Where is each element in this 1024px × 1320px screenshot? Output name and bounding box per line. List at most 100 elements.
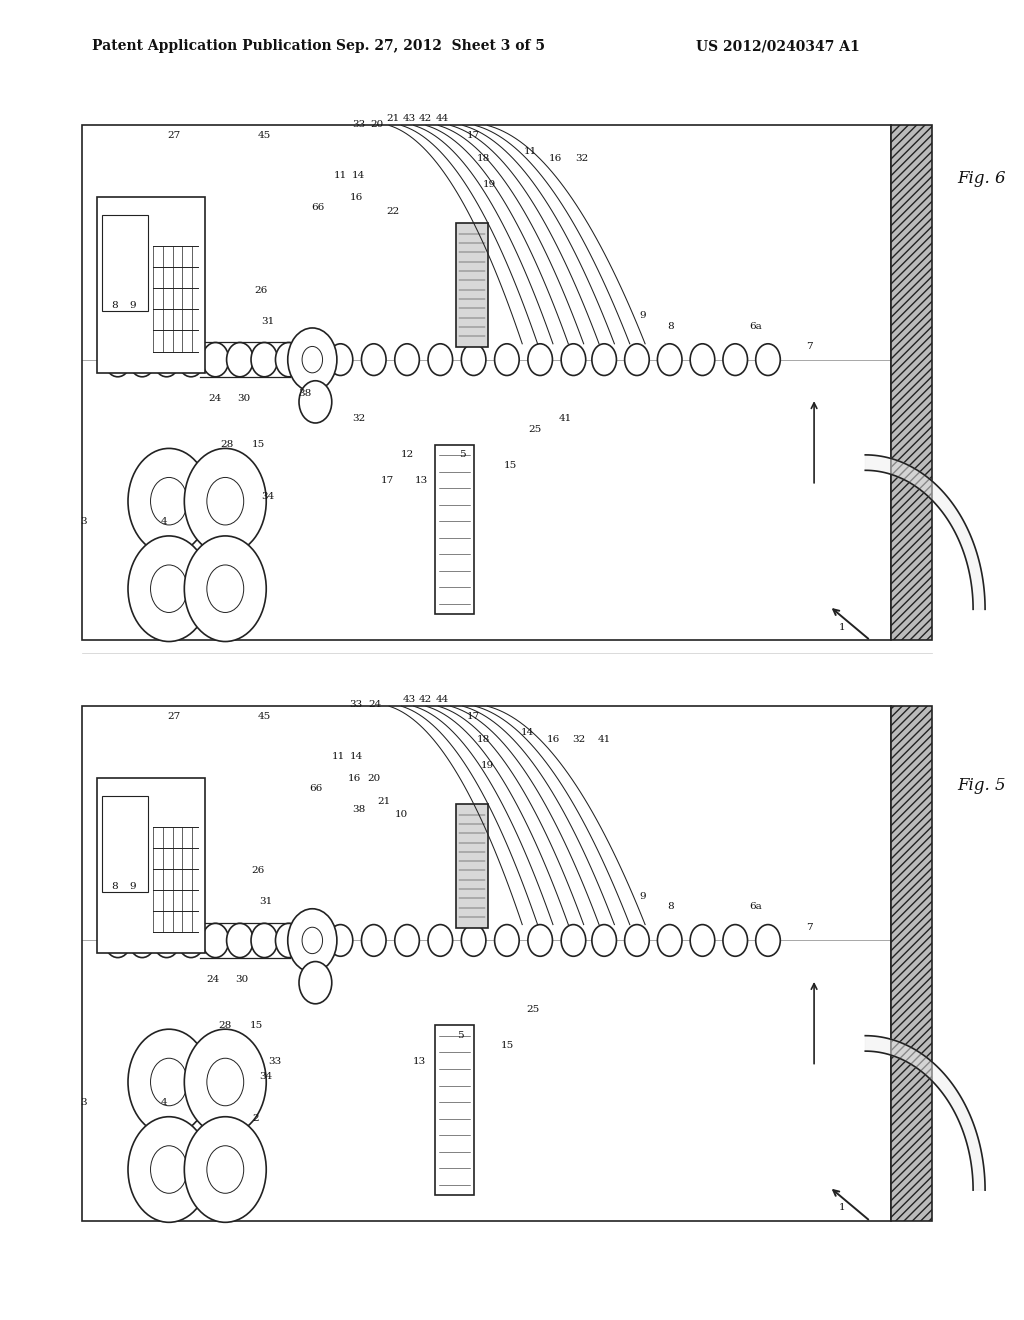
- Text: 14: 14: [352, 172, 365, 180]
- Circle shape: [178, 342, 205, 376]
- Text: 16: 16: [350, 194, 362, 202]
- Text: 38: 38: [299, 388, 311, 397]
- Circle shape: [128, 536, 210, 642]
- Circle shape: [275, 342, 302, 376]
- Circle shape: [207, 1146, 244, 1193]
- Circle shape: [151, 1146, 187, 1193]
- Circle shape: [151, 1059, 187, 1106]
- Text: 16: 16: [348, 775, 360, 783]
- Text: 9: 9: [130, 882, 136, 891]
- Circle shape: [226, 923, 253, 957]
- Bar: [97, 198, 205, 372]
- Text: 18: 18: [477, 735, 489, 743]
- Text: 21: 21: [387, 115, 399, 123]
- Circle shape: [495, 924, 519, 956]
- Bar: [456, 223, 488, 347]
- Text: 1: 1: [839, 1204, 845, 1212]
- Text: 41: 41: [559, 414, 571, 424]
- Text: 28: 28: [219, 1020, 231, 1030]
- Text: 26: 26: [255, 285, 267, 294]
- Circle shape: [657, 343, 682, 375]
- Circle shape: [625, 924, 649, 956]
- Text: 31: 31: [260, 898, 272, 907]
- Bar: [435, 1026, 474, 1196]
- Text: 42: 42: [419, 115, 431, 123]
- Circle shape: [299, 380, 332, 422]
- Circle shape: [461, 924, 486, 956]
- Circle shape: [295, 343, 319, 375]
- Circle shape: [184, 1030, 266, 1135]
- Circle shape: [128, 1030, 210, 1135]
- Text: 42: 42: [419, 696, 431, 704]
- Text: 22: 22: [387, 207, 399, 215]
- Circle shape: [275, 923, 302, 957]
- Bar: [891, 125, 932, 640]
- Circle shape: [151, 565, 187, 612]
- Circle shape: [129, 923, 156, 957]
- Text: 14: 14: [350, 752, 362, 760]
- Bar: [456, 804, 488, 928]
- Text: 15: 15: [250, 1020, 262, 1030]
- Circle shape: [394, 343, 420, 375]
- Text: 5: 5: [458, 1031, 464, 1040]
- Text: 33: 33: [352, 120, 365, 128]
- Text: 25: 25: [528, 425, 541, 434]
- Text: 6a: 6a: [750, 903, 762, 912]
- Circle shape: [495, 343, 519, 375]
- Text: 1: 1: [839, 623, 845, 631]
- Circle shape: [202, 342, 228, 376]
- Circle shape: [625, 343, 649, 375]
- Text: 34: 34: [262, 491, 274, 500]
- Text: 33: 33: [350, 701, 362, 709]
- Text: 9: 9: [640, 892, 646, 902]
- Text: US 2012/0240347 A1: US 2012/0240347 A1: [696, 40, 860, 53]
- Text: Patent Application Publication: Patent Application Publication: [92, 40, 332, 53]
- Bar: [102, 215, 147, 312]
- Text: 8: 8: [668, 903, 674, 912]
- Text: 10: 10: [395, 810, 408, 818]
- Circle shape: [154, 342, 180, 376]
- Circle shape: [592, 343, 616, 375]
- Text: 9: 9: [640, 312, 646, 321]
- Circle shape: [428, 343, 453, 375]
- Text: 30: 30: [238, 393, 250, 403]
- Text: 20: 20: [371, 120, 383, 128]
- Text: 20: 20: [368, 775, 380, 783]
- Text: 6a: 6a: [750, 322, 762, 331]
- Circle shape: [361, 343, 386, 375]
- Text: 3: 3: [81, 1098, 87, 1107]
- Circle shape: [528, 924, 553, 956]
- Text: 25: 25: [526, 1006, 539, 1015]
- Circle shape: [302, 927, 323, 953]
- Bar: [97, 779, 205, 953]
- Circle shape: [226, 342, 253, 376]
- Bar: [891, 706, 932, 1221]
- Circle shape: [461, 343, 486, 375]
- Text: 15: 15: [252, 440, 264, 449]
- Circle shape: [690, 343, 715, 375]
- Circle shape: [299, 961, 332, 1003]
- Text: 24: 24: [207, 974, 219, 983]
- Circle shape: [207, 1059, 244, 1106]
- Circle shape: [288, 908, 337, 972]
- Circle shape: [528, 343, 553, 375]
- Text: 34: 34: [260, 1072, 272, 1081]
- Polygon shape: [865, 1036, 985, 1191]
- Text: 44: 44: [436, 696, 449, 704]
- Circle shape: [154, 923, 180, 957]
- Circle shape: [288, 327, 337, 391]
- Text: 19: 19: [481, 762, 494, 770]
- Circle shape: [428, 924, 453, 956]
- Circle shape: [723, 343, 748, 375]
- Text: 38: 38: [352, 805, 365, 813]
- Bar: [435, 445, 474, 615]
- Text: 15: 15: [502, 1041, 514, 1051]
- Circle shape: [657, 924, 682, 956]
- Circle shape: [178, 923, 205, 957]
- Bar: [82, 706, 891, 1221]
- Text: 32: 32: [352, 414, 365, 424]
- Circle shape: [295, 924, 319, 956]
- Circle shape: [328, 343, 352, 375]
- Text: 17: 17: [381, 477, 393, 486]
- Text: 19: 19: [483, 181, 496, 189]
